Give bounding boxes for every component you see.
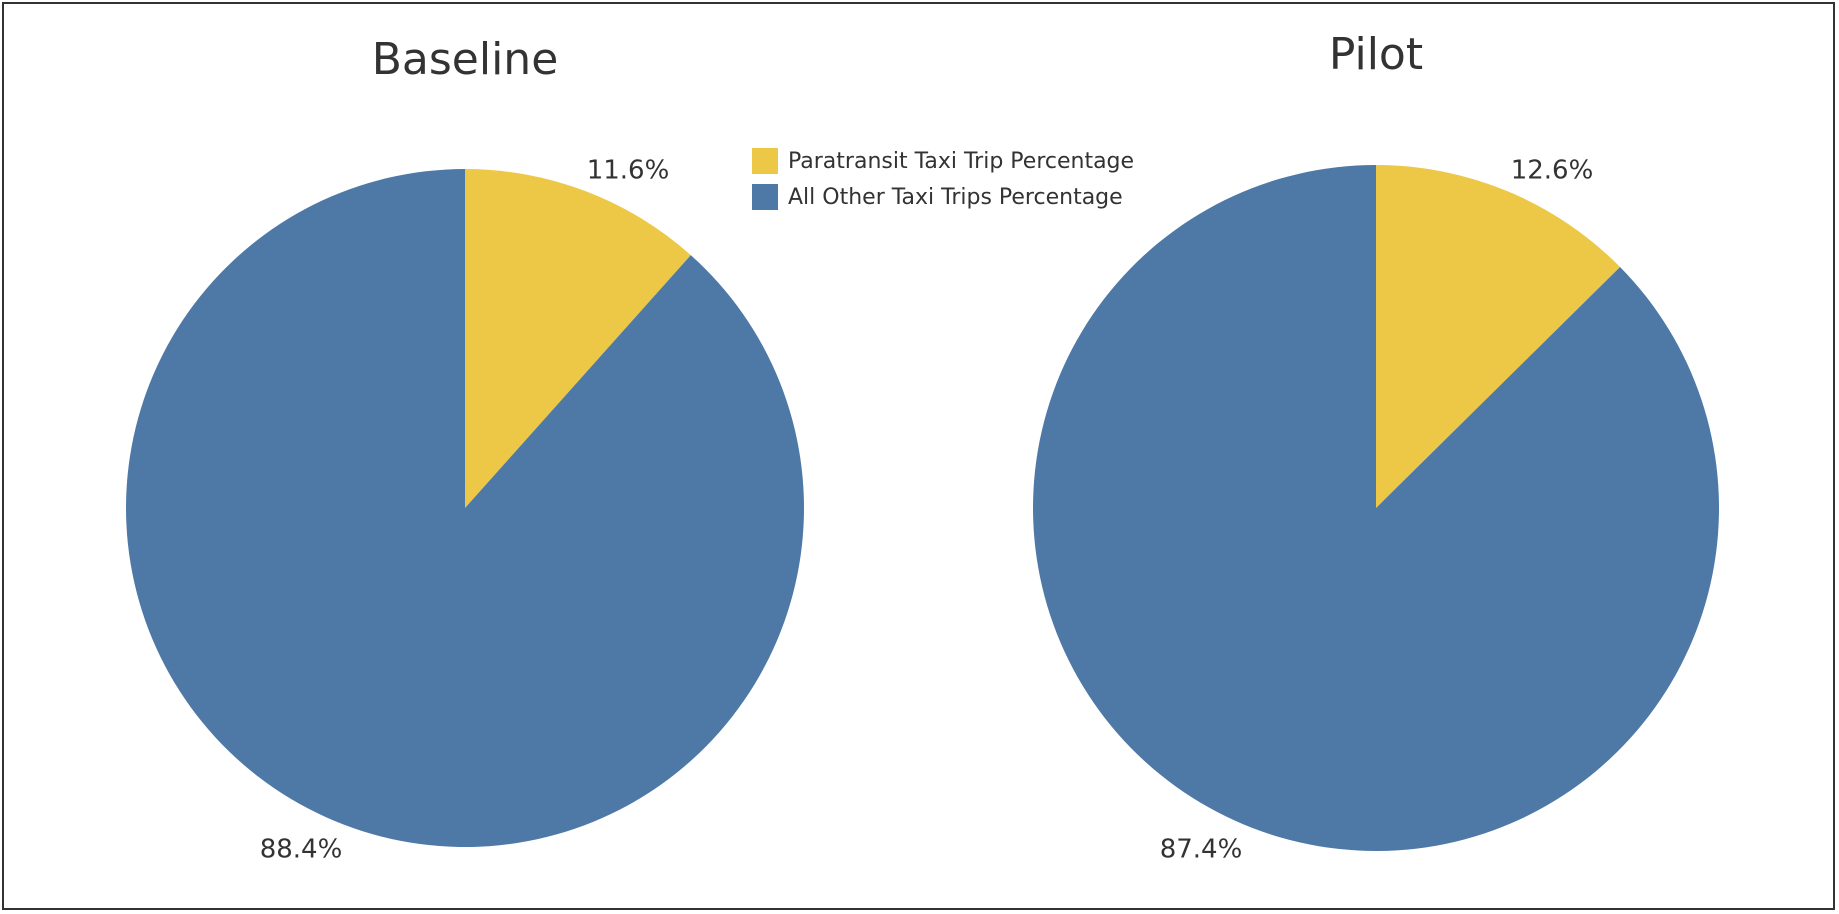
legend-item-paratransit[interactable]: Paratransit Taxi Trip Percentage [752, 143, 1134, 179]
pie-label-baseline-all-other: 88.4% [260, 835, 343, 865]
pie-baseline: Baseline 11.6% 88.4% [126, 34, 804, 865]
pie-slice-pilot-all-other[interactable] [1033, 165, 1719, 851]
pie-pilot: Pilot 12.6% 87.4% [1033, 29, 1719, 865]
pie-slice-pilot-paratransit[interactable] [1376, 165, 1621, 508]
legend-label-all-other: All Other Taxi Trips Percentage [788, 184, 1123, 210]
pie-title-pilot: Pilot [1329, 29, 1423, 80]
legend-item-all-other[interactable]: All Other Taxi Trips Percentage [752, 179, 1134, 215]
legend-label-paratransit: Paratransit Taxi Trip Percentage [788, 148, 1135, 174]
pie-label-pilot-paratransit: 12.6% [1511, 156, 1594, 186]
pie-slice-baseline-paratransit[interactable] [465, 169, 691, 508]
pie-title-baseline: Baseline [372, 34, 559, 85]
legend: Paratransit Taxi Trip Percentage All Oth… [752, 143, 1134, 215]
pie-label-baseline-paratransit: 11.6% [587, 156, 670, 186]
pie-label-pilot-all-other: 87.4% [1160, 835, 1243, 865]
legend-swatch-paratransit [752, 148, 778, 174]
legend-swatch-all-other [752, 184, 778, 210]
pie-slice-baseline-all-other[interactable] [126, 169, 804, 847]
